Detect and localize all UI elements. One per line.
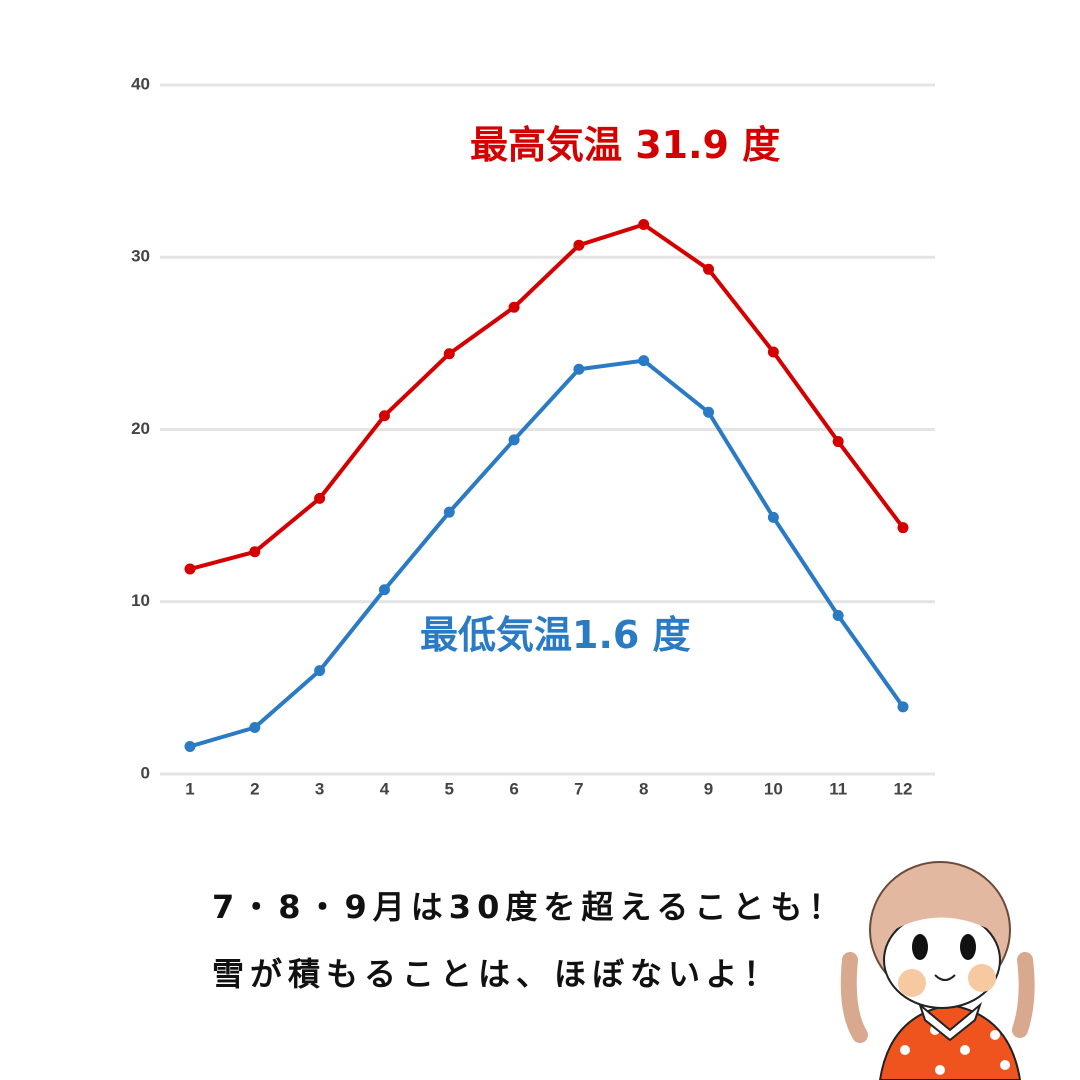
point	[378, 410, 390, 422]
caption: 雪が積もることは、ほぼないよ！	[212, 955, 781, 993]
point	[508, 301, 520, 313]
x-tick-label: 8	[639, 779, 648, 798]
x-tick-label: 12	[894, 779, 913, 798]
x-tick-label: 7	[574, 779, 583, 798]
x-tick-label: 6	[509, 779, 518, 798]
point	[573, 363, 585, 375]
caption: 7・8・9月は30度を超えることも！	[212, 888, 846, 926]
x-tick-label: 3	[315, 779, 324, 798]
point	[573, 239, 585, 251]
point	[314, 492, 326, 504]
point	[703, 263, 715, 275]
point	[767, 511, 779, 523]
x-tick-label: 4	[380, 779, 390, 798]
character-illustration	[840, 861, 1035, 1080]
point	[314, 665, 326, 677]
x-tick-label: 10	[764, 779, 783, 798]
annotation: 最低気温1.6 度	[420, 613, 691, 657]
point	[443, 348, 455, 360]
line	[189, 358, 905, 749]
point	[897, 522, 909, 534]
y-tick-label: 10	[131, 591, 150, 610]
point	[378, 584, 390, 596]
x-tick-label: 11	[829, 779, 847, 798]
x-tick-label: 1	[185, 779, 194, 798]
point	[249, 721, 261, 733]
annotation: 最高気温 31.9 度	[470, 123, 780, 167]
y-tick-label: 30	[131, 247, 150, 266]
point	[832, 436, 844, 448]
y-tick-label: 20	[131, 419, 150, 438]
point	[767, 346, 779, 358]
point	[897, 701, 909, 713]
x-tick-label: 9	[704, 779, 713, 798]
point	[249, 546, 261, 558]
point	[638, 355, 650, 367]
point	[703, 406, 715, 418]
point	[184, 740, 196, 752]
y-tick-label: 0	[141, 763, 150, 782]
y-tick-label: 40	[131, 74, 150, 93]
point	[443, 506, 455, 518]
point	[508, 434, 520, 446]
x-tick-label: 5	[445, 779, 454, 798]
point	[832, 610, 844, 622]
point	[184, 563, 196, 575]
point	[638, 219, 650, 231]
line	[189, 222, 905, 571]
x-tick-label: 2	[250, 779, 259, 798]
